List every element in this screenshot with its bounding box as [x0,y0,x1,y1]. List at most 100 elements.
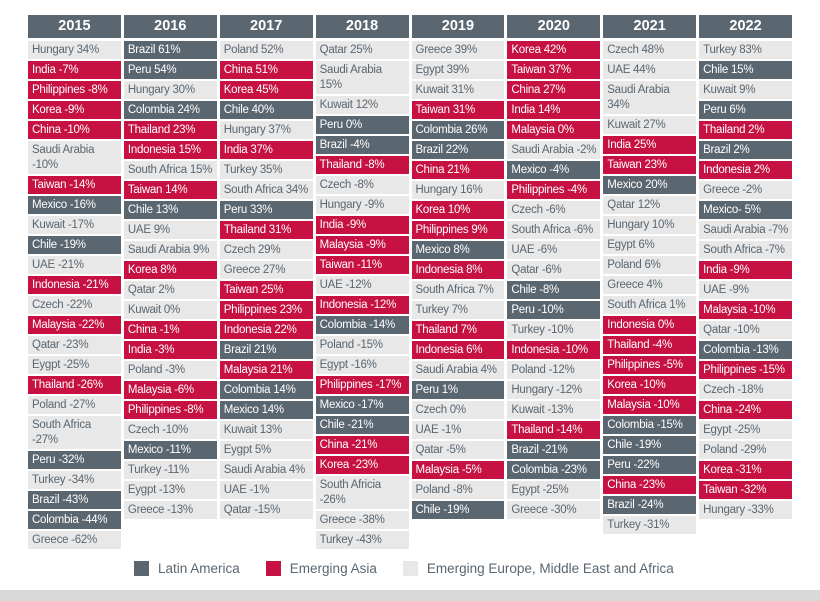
country-cell: Czech 48% [603,41,697,59]
country-cell: Philippines -4% [507,181,601,199]
country-cell: Kuwait -17% [28,216,121,234]
country-cell: Brazil -24% [603,496,697,514]
country-cell: Eygpt -13% [123,481,217,499]
country-cell: Thailand -14% [507,421,601,439]
country-cell: China -1% [123,321,217,339]
country-cell: Malaysia -6% [123,381,217,399]
country-cell: Korea 45% [219,81,313,99]
country-cell: Taiwan -11% [315,256,409,274]
country-cell: South Africa 34% [219,181,313,199]
country-cell: Brazil -43% [28,491,121,509]
country-cell: Greece -62% [28,531,121,549]
country-cell: Kuwait 0% [123,301,217,319]
country-cell: Kuwait 12% [315,96,409,114]
country-cell: Chile -19% [603,436,697,454]
country-cell: Philippines -8% [123,401,217,419]
country-cell: Czech -10% [123,421,217,439]
year-column-2021: 2021 Czech 48% UAE 44% Saudi Arabia 34% Kuwa… [603,15,697,549]
country-cell: Taiwan 14% [123,181,217,199]
year-header: 2017 [219,15,313,38]
annual-returns-table: 2015 Hungary 34% India -7% Philippines -8% K… [28,15,792,549]
year-column-2018: 2018 Qatar 25% Saudi Arabia 15% Kuwait 12% P… [315,15,409,549]
country-cell: Korea 8% [123,261,217,279]
country-cell: Brazil 22% [411,141,505,159]
country-cell: Colombia 24% [123,101,217,119]
year-header: 2018 [315,15,409,38]
country-cell: Colombia 26% [411,121,505,139]
country-cell: Malaysia -5% [411,461,505,479]
country-cell: Malaysia 0% [507,121,601,139]
legend-item-emerging-asia: Emerging Asia [265,561,377,576]
country-cell: UAE -9% [699,281,792,299]
country-cell: UAE -6% [507,241,601,259]
country-cell: Philippines -15% [699,361,792,379]
country-cell: Peru -10% [507,301,601,319]
country-cell: Chile 15% [699,61,792,79]
country-cell: Thailand -4% [603,336,697,354]
country-cell: Philippines -17% [315,376,409,394]
year-header: 2021 [603,15,697,38]
country-cell: Greece 4% [603,276,697,294]
country-cell: Turkey -10% [507,321,601,339]
country-cell: South Africa 7% [411,281,505,299]
country-cell: Qatar 2% [123,281,217,299]
country-cell: India 25% [603,136,697,154]
country-cell: Turkey -11% [123,461,217,479]
country-cell: Colombia -44% [28,511,121,529]
country-cell: Chile 13% [123,201,217,219]
country-cell: Mexico -16% [28,196,121,214]
year-column-2015: 2015 Hungary 34% India -7% Philippines -8% K… [28,15,121,549]
country-cell: Peru 6% [699,101,792,119]
country-cell: Chile -8% [507,281,601,299]
country-cell: Taiwan 25% [219,281,313,299]
legend-item-emerging-europe-mea: Emerging Europe, Middle East and Africa [402,561,674,576]
country-cell: Philippines 23% [219,301,313,319]
country-cell: Taiwan -32% [699,481,792,499]
country-cell: Colombia 14% [219,381,313,399]
country-cell: Czech -18% [699,381,792,399]
country-cell: Qatar -15% [219,501,313,519]
country-cell: Kuwait 9% [699,81,792,99]
country-cell: Taiwan 31% [411,101,505,119]
year-column-2017: 2017 Poland 52% China 51% Korea 45% Chile 40… [219,15,313,549]
country-cell: Egypt 39% [411,61,505,79]
country-cell: South Africa -27% [28,416,121,449]
legend-item-latin-america: Latin America [134,561,240,576]
country-cell: Turkey -34% [28,471,121,489]
country-cell: Brazil 21% [219,341,313,359]
country-cell: Saudi Arabia 15% [315,61,409,94]
country-cell: India 37% [219,141,313,159]
country-cell: UAE -21% [28,256,121,274]
country-cell: Colombia -15% [603,416,697,434]
country-cell: Czech -22% [28,296,121,314]
country-cell: Malaysia -10% [603,396,697,414]
country-cell: Thailand 2% [699,121,792,139]
country-cell: China 51% [219,61,313,79]
country-cell: South Africa -6% [507,221,601,239]
country-cell: Indonesia -10% [507,341,601,359]
country-cell: UAE -12% [315,276,409,294]
country-cell: Saudi Arabia 4% [411,361,505,379]
country-cell: Eygpt -25% [28,356,121,374]
country-cell: Kuwait 13% [219,421,313,439]
country-cell: Turkey -31% [603,516,697,534]
country-cell: Korea 10% [411,201,505,219]
country-cell: Peru -32% [28,451,121,469]
legend-label-latin-america: Latin America [158,561,240,576]
country-cell: Korea -31% [699,461,792,479]
legend: Latin America Emerging Asia Emerging Eur… [134,561,674,576]
country-cell: Colombia -14% [315,316,409,334]
country-cell: Eygpt 5% [219,441,313,459]
country-cell: Brazil -21% [507,441,601,459]
country-cell: Poland -3% [123,361,217,379]
country-cell: Qatar -6% [507,261,601,279]
country-cell: Egypt 6% [603,236,697,254]
country-cell: Turkey 7% [411,301,505,319]
country-cell: Peru 0% [315,116,409,134]
country-cell: Philippines -8% [28,81,121,99]
country-cell: Kuwait 27% [603,116,697,134]
country-cell: Turkey 83% [699,41,792,59]
country-cell: Mexico -4% [507,161,601,179]
country-cell: Thailand 23% [123,121,217,139]
country-cell: China 27% [507,81,601,99]
